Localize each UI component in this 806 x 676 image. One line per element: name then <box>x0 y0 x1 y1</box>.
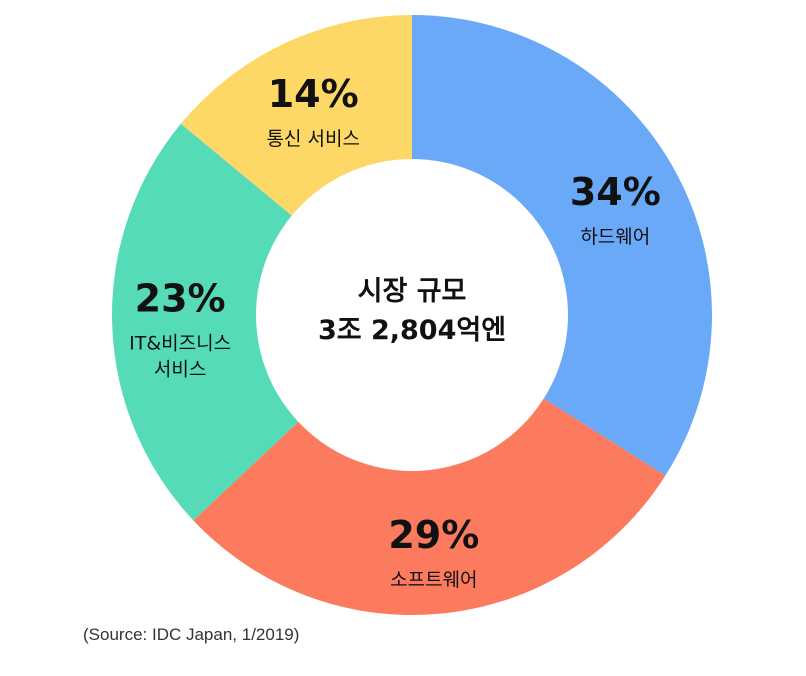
source-note: (Source: IDC Japan, 1/2019) <box>83 625 300 644</box>
slice-value-label: 34% <box>570 170 661 214</box>
center-total: 3조 2,804억엔 <box>318 315 506 346</box>
slice-category-label: IT&비즈니스 <box>129 332 231 354</box>
slice-category-label: 서비스 <box>154 358 206 380</box>
slice-value-label: 29% <box>388 513 479 557</box>
slice-value-label: 14% <box>268 72 359 116</box>
slice-category-label: 통신 서비스 <box>266 128 359 150</box>
center-title: 시장 규모 <box>358 276 467 307</box>
slice-category-label: 소프트웨어 <box>390 569 477 591</box>
slice-category-label: 하드웨어 <box>580 226 650 248</box>
donut-hole <box>256 159 568 471</box>
slice-value-label: 23% <box>135 276 226 320</box>
